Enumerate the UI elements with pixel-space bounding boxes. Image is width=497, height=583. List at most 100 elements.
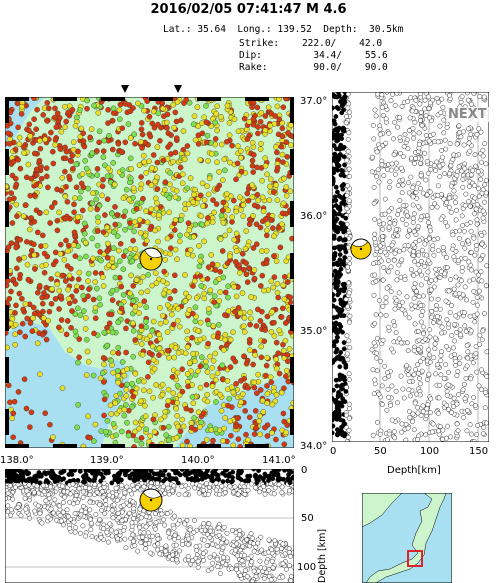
hypocenter-dot bbox=[51, 510, 56, 516]
hypocenter-dot bbox=[372, 231, 378, 237]
hypocenter-dot bbox=[131, 506, 137, 512]
hypocenter-dot bbox=[115, 344, 121, 351]
hypocenter-dot bbox=[104, 529, 110, 535]
hypocenter-dot bbox=[124, 381, 130, 388]
hypocenter-dot bbox=[130, 320, 136, 326]
hypocenter-dot bbox=[412, 161, 417, 166]
next-button[interactable]: NEXT bbox=[446, 107, 489, 122]
hypocenter-dot bbox=[263, 247, 270, 254]
hypocenter-dot bbox=[436, 183, 441, 189]
hypocenter-dot bbox=[285, 130, 291, 136]
hypocenter-dot bbox=[83, 165, 90, 172]
hypocenter-dot bbox=[266, 488, 272, 493]
hypocenter-dot bbox=[110, 369, 116, 376]
hypocenter-dot bbox=[410, 242, 416, 248]
hypocenter-dot bbox=[176, 323, 183, 330]
hypocenter-dot bbox=[12, 484, 18, 490]
hypocenter-dot bbox=[149, 343, 156, 350]
hypocenter-dot bbox=[214, 370, 221, 377]
hypocenter-dot bbox=[434, 302, 439, 308]
hypocenter-dot bbox=[241, 484, 247, 490]
hypocenter-dot bbox=[156, 345, 163, 352]
hypocenter-dot bbox=[65, 109, 72, 116]
hypocenter-dot bbox=[412, 321, 418, 327]
hypocenter-dot bbox=[399, 306, 405, 312]
hypocenter-dot bbox=[112, 204, 118, 210]
hypocenter-dot bbox=[269, 558, 275, 564]
hypocenter-dot bbox=[375, 419, 380, 425]
hypocenter-dot bbox=[467, 148, 473, 154]
hypocenter-dot bbox=[288, 142, 294, 148]
hypocenter-dot bbox=[10, 276, 17, 283]
hypocenter-dot bbox=[410, 411, 416, 417]
hypocenter-dot bbox=[150, 416, 157, 423]
hypocenter-dot bbox=[117, 116, 123, 123]
hypocenter-dot bbox=[177, 428, 184, 435]
hypocenter-dot bbox=[133, 276, 140, 283]
hypocenter-dot bbox=[129, 380, 135, 387]
hypocenter-dot bbox=[66, 347, 73, 354]
hypocenter-dot bbox=[172, 536, 177, 542]
hypocenter-dot bbox=[272, 113, 279, 119]
hypocenter-dot bbox=[76, 107, 83, 114]
hypocenter-dot bbox=[6, 475, 12, 481]
hypocenter-dot bbox=[417, 92, 423, 97]
hypocenter-dot bbox=[44, 100, 51, 106]
hypocenter-dot bbox=[382, 211, 388, 217]
hypocenter-dot bbox=[332, 179, 336, 184]
hypocenter-dot bbox=[195, 477, 201, 483]
hypocenter-dot bbox=[340, 329, 345, 335]
hypocenter-dot bbox=[258, 354, 265, 361]
hypocenter-dot bbox=[184, 143, 191, 149]
hypocenter-dot bbox=[116, 107, 123, 113]
hypocenter-dot bbox=[407, 115, 413, 121]
hypocenter-dot bbox=[464, 428, 470, 434]
hypocenter-dot bbox=[332, 209, 336, 214]
hypocenter-dot bbox=[193, 295, 200, 301]
hypocenter-dot bbox=[143, 514, 149, 519]
hypocenter-dot bbox=[66, 472, 72, 477]
hypocenter-dot bbox=[477, 257, 483, 263]
hypocenter-dot bbox=[123, 325, 129, 332]
hypocenter-dot bbox=[265, 104, 272, 111]
hypocenter-dot bbox=[86, 485, 92, 491]
hypocenter-dot bbox=[25, 276, 32, 283]
hypocenter-dot bbox=[257, 224, 264, 231]
hypocenter-dot bbox=[54, 110, 61, 117]
hypocenter-dot bbox=[26, 482, 32, 488]
hypocenter-dot bbox=[27, 192, 34, 199]
hypocenter-dot bbox=[279, 210, 286, 217]
hypocenter-dot bbox=[115, 141, 122, 147]
hypocenter-dot bbox=[344, 333, 350, 339]
hypocenter-dot bbox=[372, 216, 377, 222]
hypocenter-dot bbox=[218, 141, 225, 148]
hypocenter-dot bbox=[344, 384, 349, 390]
hypocenter-dot bbox=[10, 496, 16, 502]
hypocenter-dot bbox=[432, 284, 437, 290]
hypocenter-dot bbox=[37, 138, 43, 144]
hypocenter-dot bbox=[249, 535, 255, 541]
lon-tick-label: 140.0° bbox=[181, 455, 215, 466]
hypocenter-dot bbox=[386, 394, 392, 400]
hypocenter-dot bbox=[164, 125, 170, 131]
hypocenter-dot bbox=[169, 488, 175, 494]
hypocenter-dot bbox=[476, 288, 482, 294]
hypocenter-dot bbox=[45, 317, 52, 324]
hypocenter-dot bbox=[437, 424, 443, 429]
hypocenter-dot bbox=[96, 128, 103, 135]
hypocenter-dot bbox=[63, 118, 70, 125]
hypocenter-dot bbox=[52, 137, 59, 143]
hypocenter-dot bbox=[5, 282, 10, 289]
hypocenter-dot bbox=[458, 134, 464, 140]
hypocenter-dot bbox=[438, 353, 444, 358]
hypocenter-dot bbox=[411, 427, 417, 433]
hypocenter-dot bbox=[184, 150, 191, 157]
hypocenter-dot bbox=[167, 170, 173, 176]
hypocenter-dot bbox=[438, 216, 444, 222]
hypocenter-dot bbox=[275, 477, 281, 483]
hypocenter-dot bbox=[258, 140, 264, 147]
hypocenter-dot bbox=[204, 398, 211, 405]
hypocenter-dot bbox=[105, 107, 111, 113]
hypocenter-dot bbox=[427, 359, 433, 365]
hypocenter-dot bbox=[61, 256, 68, 263]
